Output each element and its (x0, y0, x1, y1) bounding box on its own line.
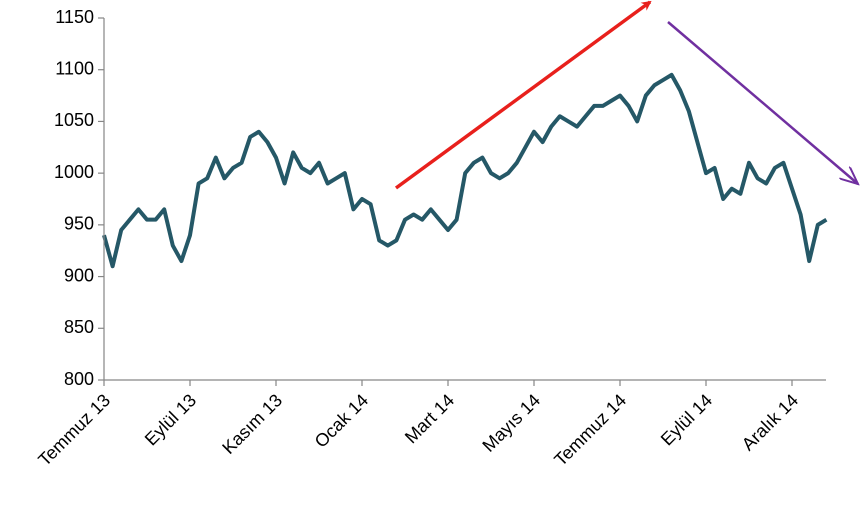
x-tick-label: Mart 14 (401, 390, 458, 447)
y-tick-label: 1000 (54, 162, 94, 182)
x-tick-label: Temmuz 13 (34, 390, 114, 470)
x-tick-label: Eylül 14 (657, 390, 716, 449)
x-tick-label: Eylül 13 (141, 390, 200, 449)
series-line (102, 72, 828, 269)
y-tick-label: 1050 (54, 110, 94, 130)
x-tick-label: Aralık 14 (738, 390, 802, 454)
y-tick-label: 1150 (55, 7, 94, 27)
up-arrow (394, 0, 652, 190)
y-tick-label: 900 (64, 265, 94, 285)
y-tick-label: 850 (64, 317, 94, 337)
y-tick-label: 800 (64, 369, 94, 389)
x-tick-label: Mayıs 14 (478, 390, 544, 456)
down-arrow (667, 21, 858, 184)
y-tick-label: 1100 (55, 58, 94, 78)
x-tick-label: Temmuz 14 (550, 390, 630, 470)
x-tick-label: Kasım 13 (218, 390, 286, 458)
x-tick-label: Ocak 14 (311, 390, 373, 452)
y-tick-label: 950 (64, 214, 94, 234)
